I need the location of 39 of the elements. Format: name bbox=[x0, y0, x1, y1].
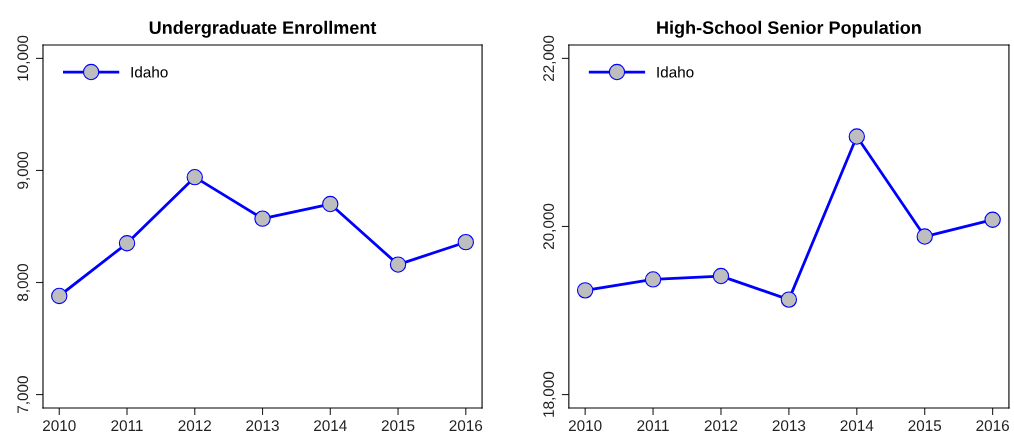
x-tick-label: 2015 bbox=[381, 420, 415, 432]
point bbox=[322, 195, 339, 213]
y-tick-label: 8,000 bbox=[17, 263, 30, 301]
y-tick-label: 7,000 bbox=[17, 376, 30, 413]
chart-title: High-School Senior Population bbox=[657, 20, 921, 38]
point bbox=[457, 233, 474, 251]
point bbox=[118, 235, 136, 252]
x-tick-label: 2014 bbox=[840, 420, 874, 432]
y-tick-label: 10,000 bbox=[17, 35, 30, 81]
y-tick-label: 20,000 bbox=[543, 203, 556, 250]
x-tick-label: 2011 bbox=[637, 420, 669, 432]
x-tick-label: 2012 bbox=[178, 420, 211, 432]
chart-title: Undergraduate Enrollment bbox=[149, 20, 377, 38]
y-tick-label: 9,000 bbox=[17, 151, 30, 189]
point bbox=[186, 168, 203, 186]
x-tick-label: 2010 bbox=[43, 420, 76, 432]
point bbox=[780, 291, 798, 308]
x-tick-label: 2016 bbox=[976, 420, 1009, 432]
x-tick-label: 2013 bbox=[772, 420, 806, 432]
point bbox=[576, 282, 594, 299]
point bbox=[848, 128, 865, 145]
x-tick-label: 2015 bbox=[908, 420, 942, 432]
point bbox=[984, 211, 1001, 228]
x-tick-label: 2013 bbox=[246, 420, 279, 432]
point bbox=[712, 267, 730, 285]
x-tick-label: 2010 bbox=[568, 420, 602, 432]
point bbox=[644, 271, 662, 288]
point bbox=[254, 210, 271, 227]
y-tick-label: 18,000 bbox=[543, 371, 556, 417]
legend-label: Idaho bbox=[131, 66, 168, 78]
point bbox=[389, 256, 407, 273]
y-tick-label: 22,000 bbox=[543, 35, 556, 81]
x-tick-label: 2011 bbox=[111, 420, 143, 432]
legend-label: Idaho bbox=[657, 66, 694, 78]
point bbox=[916, 228, 933, 245]
x-tick-label: 2016 bbox=[449, 420, 483, 432]
x-tick-label: 2014 bbox=[314, 420, 347, 432]
x-tick-label: 2012 bbox=[704, 420, 738, 432]
point bbox=[51, 287, 68, 305]
